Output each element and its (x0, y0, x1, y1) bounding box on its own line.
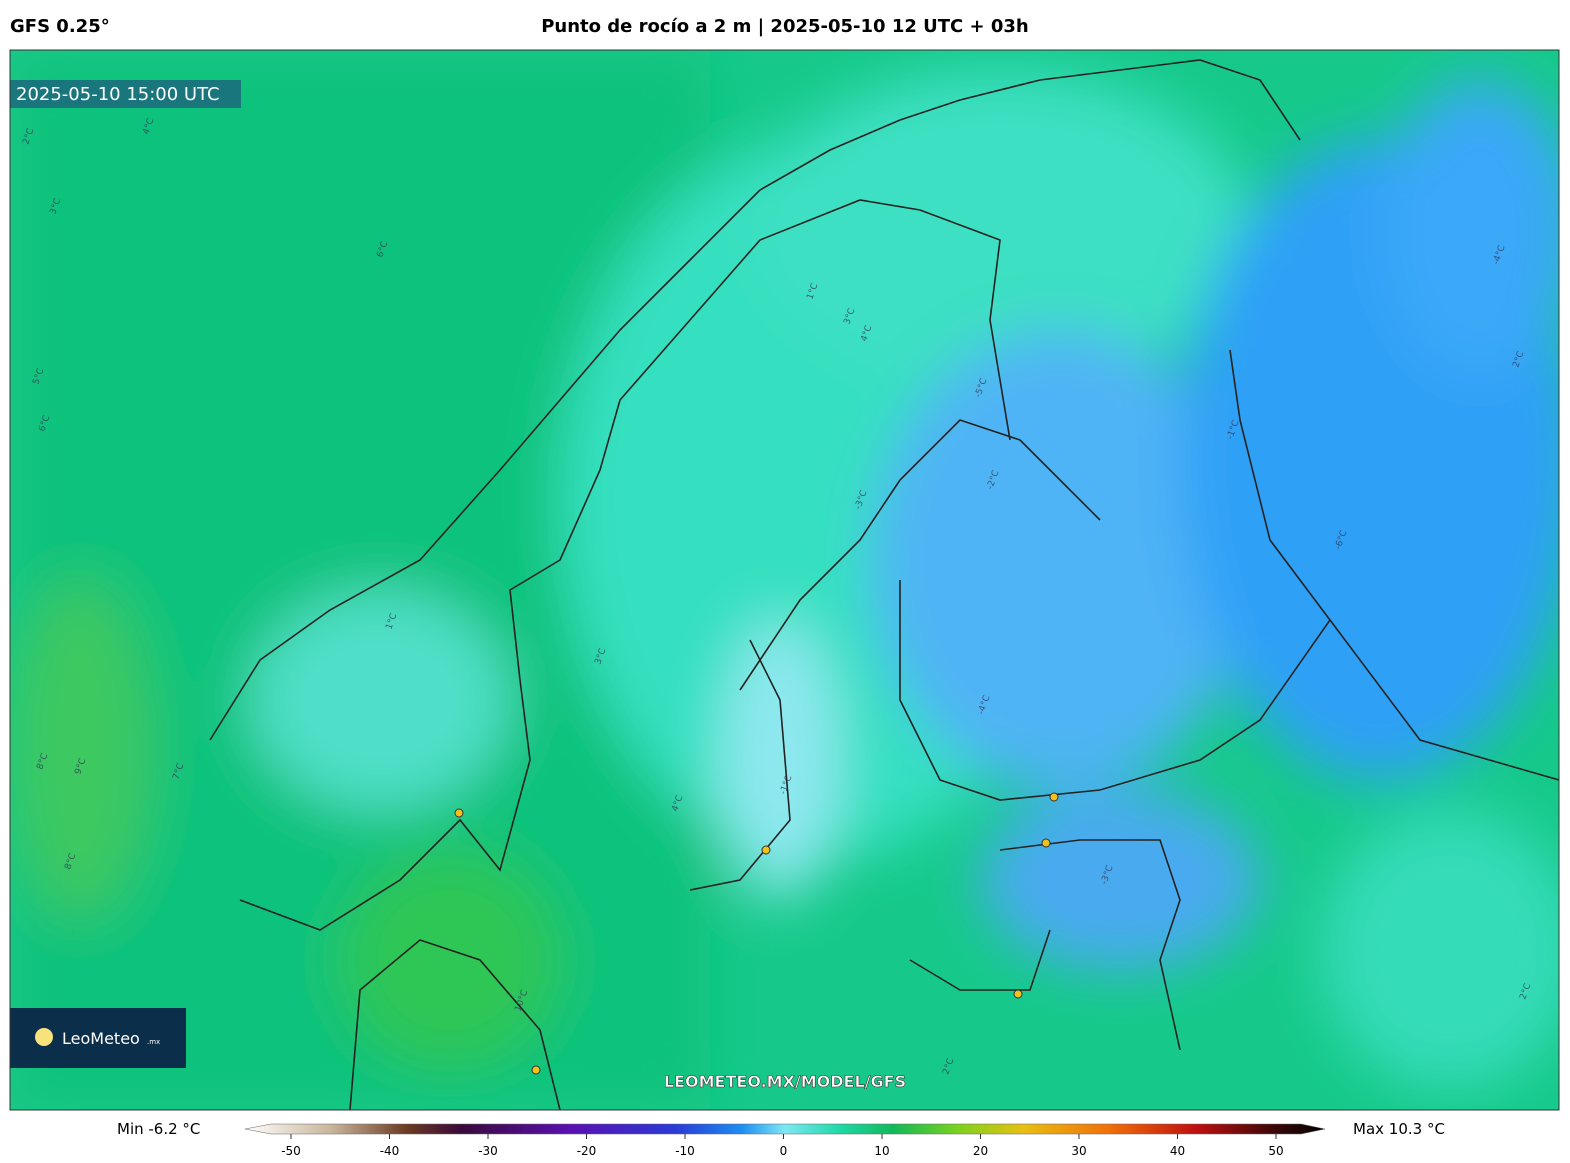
colorbar-tick-label: -10 (675, 1144, 695, 1158)
colorbar-tick-label: -40 (380, 1144, 400, 1158)
colorbar-tick-label: 50 (1268, 1144, 1283, 1158)
colorbar-tick-label: -30 (478, 1144, 498, 1158)
max-label: Max 10.3 °C (1353, 1120, 1445, 1138)
watermark: LEOMETEO.MX/MODEL/GFS (664, 1072, 906, 1091)
colorbar-tick-label: 30 (1071, 1144, 1086, 1158)
colorbar-tick-label: 20 (973, 1144, 988, 1158)
logo: LeoMeteo (62, 1029, 140, 1048)
valid-time: 2025-05-10 15:00 UTC (16, 84, 220, 105)
min-label: Min -6.2 °C (117, 1120, 200, 1138)
model-label: GFS 0.25° (10, 16, 110, 37)
map-title: Punto de rocío a 2 m | 2025-05-10 12 UTC… (541, 16, 1029, 37)
colorbar-tick-label: 0 (780, 1144, 788, 1158)
colorbar (244, 1123, 1326, 1135)
colorbar-tick-label: 40 (1170, 1144, 1185, 1158)
map: 2°C3°C4°C6°C5°C6°C8°C8°C 9°C 7°C3°C1°C4°C-… (10, 50, 1559, 1110)
colorbar-tick-label: -50 (281, 1144, 301, 1158)
logo-suffix: .mx (147, 1038, 160, 1046)
colorbar-tick-label: -20 (577, 1144, 597, 1158)
colorbar-tick-label: 10 (874, 1144, 889, 1158)
